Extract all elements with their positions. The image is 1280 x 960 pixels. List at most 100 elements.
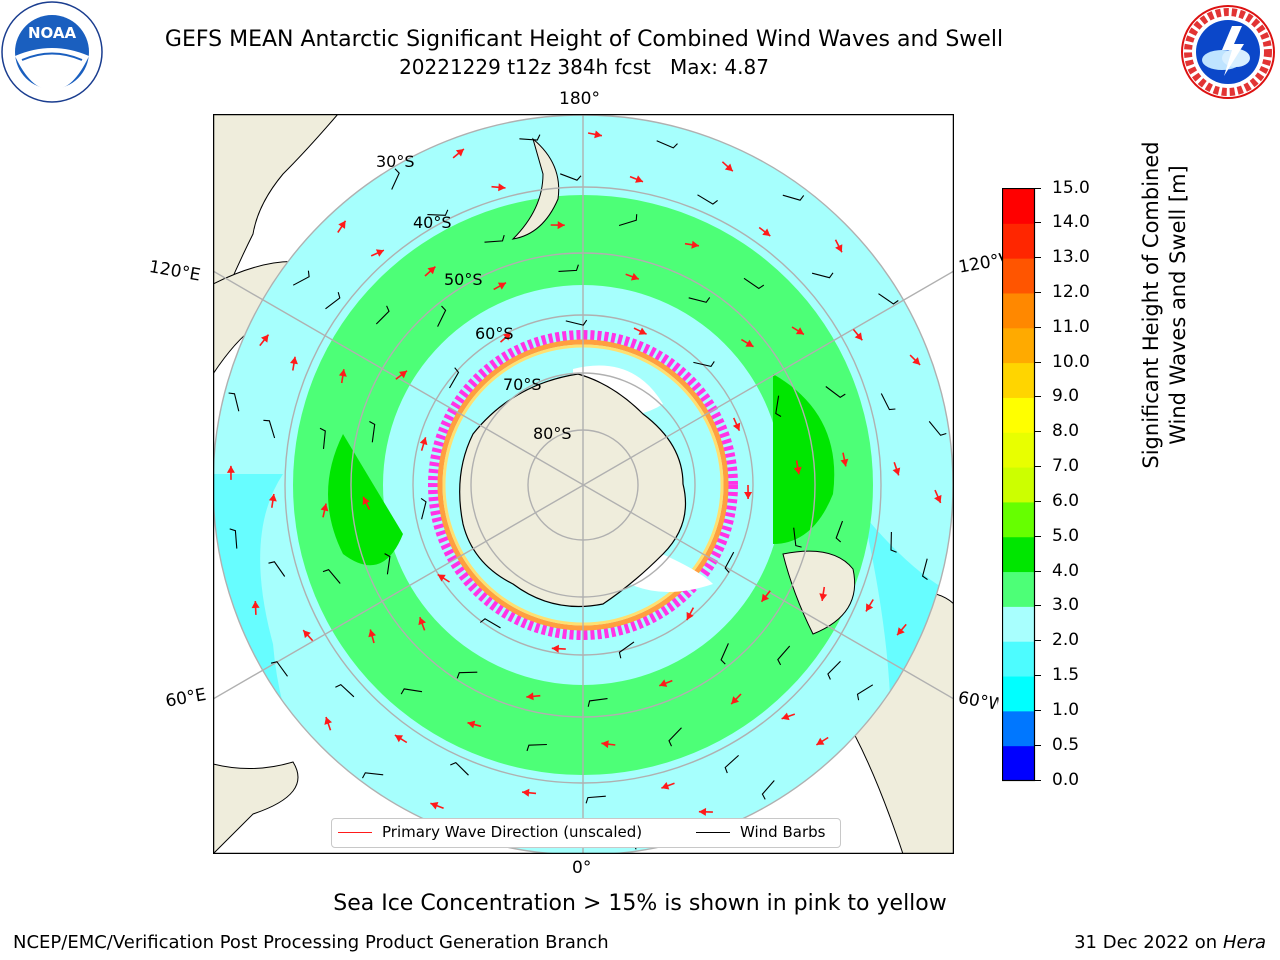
colorbar-tick-mark [1035, 779, 1041, 781]
colorbar-segment [1002, 362, 1035, 398]
colorbar-tick-label: 0.0 [1052, 769, 1080, 790]
wave-direction-arrowhead [793, 466, 802, 475]
wind-barb [921, 558, 928, 581]
lon-label-120w: 120°W [957, 250, 1006, 278]
wave-direction-arrowhead [290, 356, 298, 365]
lon-label-60e: 60°E [164, 684, 208, 712]
wave-direction-arrowhead [934, 494, 942, 503]
wave-direction-arrowhead [303, 630, 311, 639]
colorbar-segment [1002, 745, 1035, 781]
wave-direction-arrowhead [762, 228, 771, 236]
lat-label-60s: 60°S [475, 324, 514, 343]
wave-direction-arrowhead [394, 735, 403, 743]
colorbar-tick-mark [1035, 744, 1041, 746]
colorbar-segment [1002, 292, 1035, 329]
wave-direction-arrowhead [399, 370, 407, 379]
colorbar-tick-mark [1035, 257, 1041, 259]
colorbar-tick-mark [1035, 326, 1041, 328]
wave-direction-arrowhead [261, 334, 269, 343]
wave-direction-arrowhead [427, 266, 436, 275]
colorbar-segment [1002, 571, 1035, 607]
wind-barb [400, 688, 423, 695]
colorbar-tick-label: 3.0 [1052, 595, 1080, 616]
lon-label-0: 0° [572, 858, 592, 878]
colorbar-title-line2: Wind Waves and Swell [m] [1166, 165, 1190, 445]
footer-machine: Hera [1222, 932, 1266, 953]
colorbar-title-line1: Significant Height of Combined [1139, 141, 1163, 469]
wave-direction-arrowhead [557, 221, 565, 230]
wind-barb [362, 772, 384, 779]
wind-barb [427, 209, 449, 216]
wind-barb [420, 497, 427, 520]
wave-direction-arrowhead [781, 712, 790, 721]
colorbar-tick-label: 6.0 [1052, 490, 1080, 511]
wind-barb [319, 427, 326, 449]
legend-item-wind-barbs: Wind Barbs [696, 823, 825, 841]
colorbar-tick-mark [1035, 466, 1041, 468]
footer-date: 31 Dec 2022 on Hera [1074, 932, 1266, 953]
colorbar-segment [1002, 501, 1035, 538]
wave-direction-arrowhead [816, 737, 825, 745]
colorbar-tick-mark [1035, 291, 1041, 293]
wind-barb [618, 641, 635, 659]
svg-text:NOAA: NOAA [28, 24, 77, 42]
lat-label-40s: 40°S [413, 213, 452, 232]
wind-barb [825, 386, 846, 398]
colorbar-tick-label: 5.0 [1052, 525, 1080, 546]
colorbar-tick-mark [1035, 709, 1041, 711]
wind-barb [384, 553, 391, 575]
wave-direction-arrowhead [467, 720, 476, 729]
colorbar-segment [1002, 641, 1035, 677]
colorbar-tick-mark [1035, 431, 1041, 433]
wave-direction-arrowhead [638, 327, 647, 335]
wind-barb [775, 395, 782, 417]
wind-barb [391, 168, 400, 190]
chart-subtitle: 20221229 t12z 384h fcst Max: 4.87 [399, 55, 769, 79]
wave-direction-arrowhead [437, 574, 446, 582]
wind-barb [720, 643, 729, 665]
wind-barb [229, 528, 238, 549]
wave-direction-arrowhead [419, 437, 428, 446]
wave-direction-arrowhead [338, 369, 347, 377]
wind-barb [519, 134, 541, 141]
wave-direction-arrowhead [840, 458, 849, 467]
colorbar-tick-label: 1.5 [1052, 665, 1080, 686]
legend-item-wave-direction: Primary Wave Direction (unscaled) [338, 823, 642, 841]
wave-direction-arrowhead [698, 807, 707, 816]
colorbar-tick-mark [1035, 361, 1041, 363]
wind-barb [697, 194, 718, 205]
lon-label-120e: 120°E [147, 257, 202, 286]
wind-barb [761, 780, 775, 800]
wave-direction-arrowhead [745, 339, 754, 347]
wave-direction-arrowhead [430, 802, 439, 810]
wave-direction-arrowhead [503, 332, 511, 341]
wave-direction-arrowhead [551, 644, 559, 653]
wind-barb [890, 531, 897, 553]
colorbar-tick-label: 2.0 [1052, 630, 1080, 651]
wind-barb [693, 361, 715, 368]
wave-direction-arrowhead [897, 627, 905, 636]
wind-barb [450, 761, 469, 776]
noaa-logo: NOAA [1, 1, 103, 103]
colorbar-segment [1002, 188, 1035, 224]
wind-barb [526, 743, 547, 752]
colorbar-tick-mark [1035, 500, 1041, 502]
wind-barb [560, 173, 582, 181]
wind-barb [656, 140, 678, 149]
lon-label-180: 180° [559, 89, 600, 109]
wind-barb [322, 569, 341, 584]
wind-barb [335, 683, 355, 698]
legend-label-wind-barbs: Wind Barbs [740, 823, 826, 841]
colorbar-tick-label: 10.0 [1052, 351, 1090, 372]
wave-direction-arrowhead [601, 740, 609, 749]
colorbar-tick-label: 1.0 [1052, 699, 1080, 720]
wave-direction-arrowhead [724, 163, 733, 172]
colorbar-title: Significant Height of Combined Wind Wave… [1138, 125, 1192, 485]
wave-direction-arrowhead [661, 782, 670, 790]
wind-barb [880, 393, 896, 411]
wind-barb [668, 727, 682, 747]
colorbar-segment [1002, 258, 1035, 294]
colorbar-segment [1002, 676, 1035, 712]
wave-direction-arrowhead [320, 503, 329, 512]
wave-direction-arrowhead [731, 696, 739, 705]
